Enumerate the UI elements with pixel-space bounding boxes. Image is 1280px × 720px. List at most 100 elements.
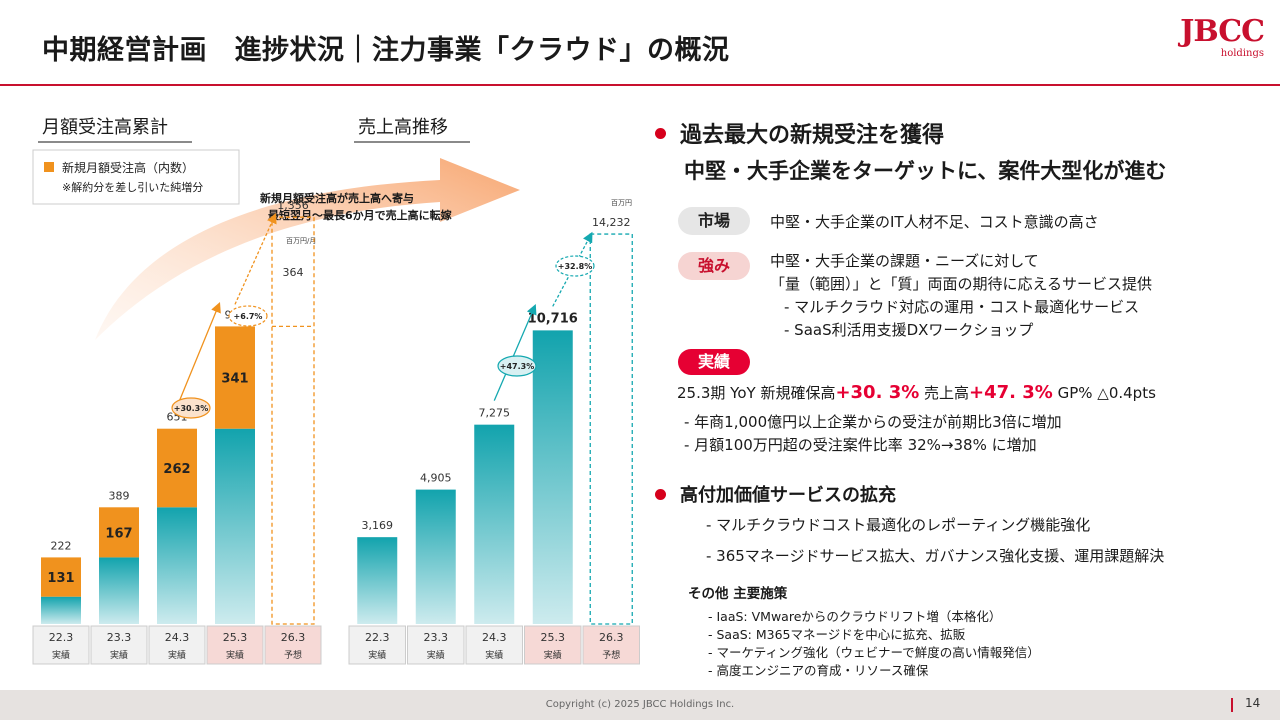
result-tag: 実績 xyxy=(678,349,750,375)
x-category-cell xyxy=(582,625,640,665)
x-tick-sublabel: 実績 xyxy=(368,649,386,661)
strength-line3: - マルチクラウド対応の運用・コスト最適化サービス xyxy=(784,298,1140,316)
market-text: 中堅・大手企業のIT人材不足、コスト意識の高さ xyxy=(770,213,1099,231)
bullet-dot xyxy=(655,127,666,139)
result-line3: - 月額100万円超の受注案件比率 32%→38% に増加 xyxy=(684,436,1037,454)
x-tick-label: 23.3 xyxy=(424,631,449,644)
x-category-cell xyxy=(407,625,465,665)
bar-new-segment xyxy=(41,557,81,597)
result-new-orders-growth: +30. 3% xyxy=(835,382,920,403)
growth-pill-label: +47.3% xyxy=(500,362,534,371)
x-category-cell xyxy=(264,625,322,665)
growth-pill-label: +30.3% xyxy=(174,404,208,413)
chart1-plot: 22.3 実績 23.3 実績 24.3 実績 25.3 実績 26.3 予想 131 222 167 3… xyxy=(32,199,322,665)
other-line1: - IaaS: VMwareからのクラウドリフト増（本格化） xyxy=(708,609,1002,624)
forecast-bar xyxy=(589,233,633,625)
logo-sub: holdings xyxy=(1220,48,1264,59)
x-category-cell xyxy=(206,625,264,665)
market-tag: 市場 xyxy=(678,207,750,235)
bar-base-segment xyxy=(157,507,197,624)
bar-base-segment xyxy=(41,596,81,624)
growth-pill xyxy=(497,355,537,377)
page-title: 中期経営計画 進捗状況｜注力事業「クラウド」の概況 xyxy=(42,35,730,66)
x-tick-label: 25.3 xyxy=(223,631,248,644)
result-line1: 25.3期 YoY 新規確保高+30. 3% 売上高+47. 3% GP% △0… xyxy=(677,382,1156,403)
growth-pill xyxy=(171,397,211,419)
bullet2-line2: - 365マネージドサービス拡大、ガバナンス強化支援、運用課題解決 xyxy=(706,547,1165,565)
bullet2-title: 高付加価値サービスの拡充 xyxy=(680,485,896,506)
bar-value-label: 7,275 xyxy=(479,407,511,420)
bullet2-line1: - マルチクラウドコスト最適化のレポーティング機能強化 xyxy=(706,516,1091,534)
bar-segment-label: 167 xyxy=(105,526,132,541)
other-line2: - SaaS: M365マネージドを中心に拡充、拡販 xyxy=(708,627,966,642)
growth-arrow xyxy=(493,303,537,401)
bar-new-segment xyxy=(157,428,197,508)
x-tick-sublabel: 実績 xyxy=(110,649,128,661)
other-line4: - 高度エンジニアの育成・リソース確保 xyxy=(708,663,929,678)
logo-main: JBCC xyxy=(1180,14,1265,49)
legend-note: ※解約分を差し引いた純増分 xyxy=(62,180,203,194)
growth-pill-label: +32.8% xyxy=(558,262,592,271)
x-category-cell xyxy=(524,625,582,665)
charts-area: 新規月額受注高が売上高へ寄与 最短翌月～最長6か月で売上高に転嫁 月額受注高累計… xyxy=(32,117,640,665)
bullet-dot xyxy=(655,488,666,500)
bar-new-segment xyxy=(99,507,139,558)
result-yoy-label: 25.3期 YoY 新規確保高 xyxy=(677,384,836,402)
x-tick-sublabel: 実績 xyxy=(226,649,244,661)
x-tick-sublabel: 実績 xyxy=(427,649,445,661)
page-divider xyxy=(1231,698,1233,712)
bar-total-label: 389 xyxy=(109,489,130,502)
x-tick-label: 22.3 xyxy=(49,631,74,644)
page-number: 14 xyxy=(1245,696,1261,710)
bullet-new-orders: 過去最大の新規受注を獲得 xyxy=(655,117,944,149)
x-tick-label: 26.3 xyxy=(599,631,624,644)
chart2-plot: 22.3 実績 23.3 実績 24.3 実績 25.3 実績 26.3 予想 3,169 4,905… xyxy=(348,216,640,665)
bar-total-label: 1,356 xyxy=(277,199,309,212)
legend-label: 新規月額受注高（内数） xyxy=(62,160,194,175)
strength-line4: - SaaS利活用支援DXワークショップ xyxy=(784,321,1034,339)
growth-pill-label: +6.7% xyxy=(234,312,263,321)
x-tick-sublabel: 予想 xyxy=(602,649,620,661)
growth-arrow-forecast xyxy=(234,212,277,305)
bar xyxy=(415,489,456,624)
bar-segment-label: 364 xyxy=(283,266,304,279)
result-sales-growth: +47. 3% xyxy=(969,382,1053,403)
chart1-legend xyxy=(32,149,240,205)
x-tick-sublabel: 実績 xyxy=(52,649,70,661)
copyright: Copyright (c) 2025 JBCC Holdings Inc. xyxy=(545,699,735,710)
footer: Copyright (c) 2025 JBCC Holdings Inc. 14 xyxy=(0,690,1280,720)
x-category-cell xyxy=(348,625,406,665)
x-tick-sublabel: 実績 xyxy=(544,649,562,661)
strength-tag: 強み xyxy=(678,252,750,280)
strength-line2: 「量（範囲）」と「質」両面の期待に応えるサービス提供 xyxy=(770,275,1153,293)
forecast-bar-total xyxy=(271,216,315,625)
bullet1-line1: 過去最大の新規受注を獲得 xyxy=(680,123,945,148)
bar-segment-label: 131 xyxy=(47,571,74,586)
strength-line1: 中堅・大手企業の課題・ニーズに対して xyxy=(770,252,1039,270)
x-category-cell xyxy=(465,625,523,665)
bar-value-label: 10,716 xyxy=(528,311,578,326)
x-tick-label: 22.3 xyxy=(365,631,390,644)
result-sales-label: 売上高 xyxy=(919,384,970,402)
result-gp: GP% △0.4pts xyxy=(1052,384,1156,402)
bar xyxy=(474,424,515,624)
company-logo: JBCC holdings xyxy=(1180,14,1265,60)
bar-value-label: 14,232 xyxy=(592,216,631,229)
bar-base-segment xyxy=(215,428,255,624)
x-tick-sublabel: 実績 xyxy=(168,649,186,661)
x-tick-label: 24.3 xyxy=(482,631,507,644)
other-line3: - マーケティング強化（ウェビナーで鮮度の高い情報発信） xyxy=(708,645,1040,660)
bar-segment-label: 341 xyxy=(221,372,248,387)
x-category-cell xyxy=(148,625,206,665)
bar-value-label: 3,169 xyxy=(362,519,394,532)
bar xyxy=(357,537,398,624)
chart2-title: 売上高推移 xyxy=(358,117,448,138)
title-rule xyxy=(0,84,1280,86)
bar xyxy=(532,330,573,624)
growth-pill xyxy=(555,255,595,277)
x-category-cell xyxy=(32,625,90,665)
x-tick-label: 26.3 xyxy=(281,631,306,644)
x-tick-label: 23.3 xyxy=(107,631,132,644)
bar-segment-label: 262 xyxy=(163,462,190,477)
x-tick-label: 24.3 xyxy=(165,631,190,644)
